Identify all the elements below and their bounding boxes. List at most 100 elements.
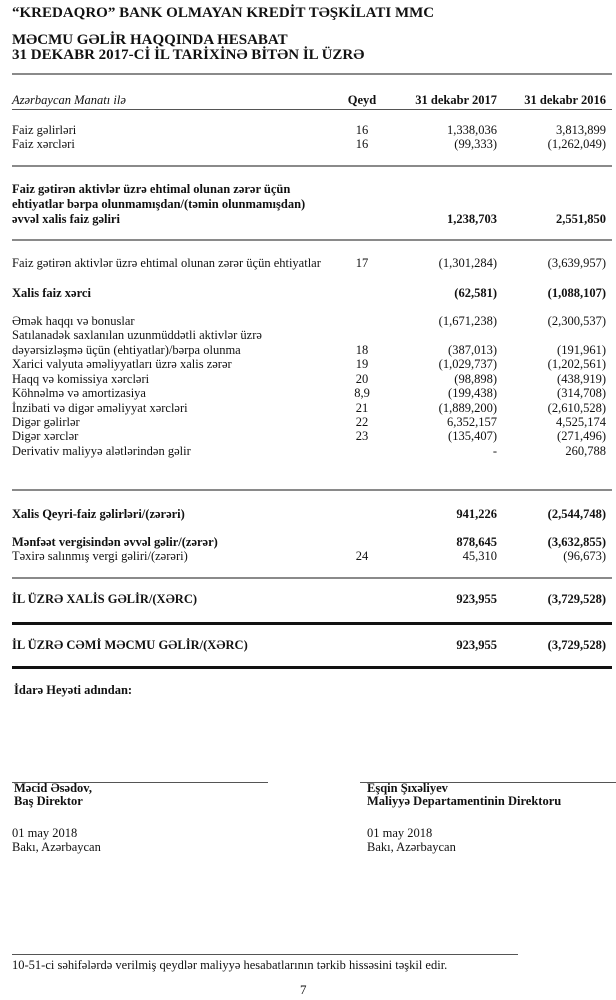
board-label: İdarə Heyəti adından: xyxy=(14,683,133,697)
row-label: Təxirə salınmış vergi gəliri/(zərəri) xyxy=(12,549,188,563)
value-2016: (3,639,957) xyxy=(547,256,606,270)
value-2016: (271,496) xyxy=(557,429,606,443)
value-2016: (438,919) xyxy=(557,372,606,386)
signatory-date: 01 may 2018 xyxy=(12,826,78,840)
signature-line xyxy=(12,782,268,783)
signatory-name: Məcid Əsədov, xyxy=(14,781,92,795)
row-label: ehtiyatlar bərpa olunmamışdan/(təmin olu… xyxy=(12,197,306,211)
value-2017: (1,889,200) xyxy=(438,401,497,415)
row-note: 8,9 xyxy=(354,386,370,400)
value-2017: (199,438) xyxy=(448,386,497,400)
row-note: 21 xyxy=(355,401,369,415)
col-2017-header: 31 dekabr 2017 xyxy=(415,93,497,107)
value-2016: (1,202,561) xyxy=(547,357,606,371)
signatory-title: Maliyyə Departamentinin Direktoru xyxy=(367,794,562,808)
value-2016: (2,300,537) xyxy=(547,314,606,328)
signatory-place: Bakı, Azərbaycan xyxy=(12,840,101,854)
footer-note: 10-51-ci səhifələrdə verilmiş qeydlər ma… xyxy=(12,958,448,972)
value-2017: 6,352,157 xyxy=(447,415,497,429)
signatory-title: Baş Direktor xyxy=(14,794,83,808)
value-2016: (314,708) xyxy=(557,386,606,400)
note-header: Qeyd xyxy=(347,93,377,107)
value-2017: (1,301,284) xyxy=(438,256,497,270)
value-2016: (191,961) xyxy=(557,343,606,357)
row-label: Faiz gəlirləri xyxy=(12,123,77,137)
currency-label: Azərbaycan Manatı ilə xyxy=(12,93,126,107)
divider xyxy=(12,165,612,167)
value-2016: 260,788 xyxy=(565,444,606,458)
value-2017: 45,310 xyxy=(462,549,497,563)
row-label: Haqq və komissiya xərcləri xyxy=(12,372,150,386)
value-2017: (1,671,238) xyxy=(438,314,497,328)
row-note: 23 xyxy=(355,429,369,443)
value-2016: (96,673) xyxy=(563,549,606,563)
divider xyxy=(12,666,612,669)
divider xyxy=(12,622,612,625)
row-label: Xalis Qeyri-faiz gəlirləri/(zərəri) xyxy=(12,507,185,521)
row-label: Satılanadək saxlanılan uzunmüddətli akti… xyxy=(12,328,262,342)
col-2016-header: 31 dekabr 2016 xyxy=(524,93,606,107)
report-title: MƏCMU GƏLİR HAQQINDA HESABAT xyxy=(12,32,288,48)
row-label: Faiz gətirən aktivlər üzrə ehtimal oluna… xyxy=(12,256,321,270)
signatory-date: 01 may 2018 xyxy=(367,826,433,840)
value-2017: (1,029,737) xyxy=(438,357,497,371)
row-note: 22 xyxy=(355,415,369,429)
row-label: Faiz xərcləri xyxy=(12,137,75,151)
row-note: 16 xyxy=(355,123,369,137)
row-label: əvvəl xalis faiz gəliri xyxy=(12,212,120,226)
value-2016: (3,632,855) xyxy=(547,535,606,549)
value-2016: 2,551,850 xyxy=(556,212,606,226)
row-label: İL ÜZRƏ XALİS GƏLİR/(XƏRC) xyxy=(12,592,198,606)
value-2017: (98,898) xyxy=(454,372,497,386)
company-name: “KREDAQRO” BANK OLMAYAN KREDİT TƏŞKİLATI… xyxy=(12,5,435,21)
page-number: 7 xyxy=(300,982,307,997)
row-label: Faiz gətirən aktivlər üzrə ehtimal oluna… xyxy=(12,182,291,196)
divider xyxy=(12,239,612,241)
row-note: 24 xyxy=(355,549,369,563)
report-subtitle: 31 DEKABR 2017-Cİ İL TARİXİNƏ BİTƏN İL Ü… xyxy=(12,47,365,63)
value-2017: (135,407) xyxy=(448,429,497,443)
divider xyxy=(12,73,612,75)
row-label: İnzibati və digər əməliyyat xərcləri xyxy=(12,401,188,415)
signatory-place: Bakı, Azərbaycan xyxy=(367,840,456,854)
row-label: Mənfəət vergisindən əvvəl gəlir/(zərər) xyxy=(12,535,218,549)
value-2017: 923,955 xyxy=(456,638,497,652)
value-2017: 941,226 xyxy=(456,507,497,521)
value-2017: 1,338,036 xyxy=(447,123,497,137)
value-2016: 4,525,174 xyxy=(556,415,606,429)
row-label: Xarici valyuta əməliyyatları üzrə xalis … xyxy=(12,357,232,371)
value-2017: - xyxy=(492,444,497,458)
signatory-name: Eşqin Şıxəliyev xyxy=(367,781,448,795)
divider xyxy=(12,489,612,491)
value-2017: (99,333) xyxy=(454,137,497,151)
value-2017: 923,955 xyxy=(456,592,497,606)
row-label: İL ÜZRƏ CƏMİ MƏCMU GƏLİR/(XƏRC) xyxy=(12,638,248,652)
divider xyxy=(12,577,612,579)
value-2016: (2,610,528) xyxy=(547,401,606,415)
value-2016: (3,729,528) xyxy=(547,638,606,652)
row-note: 19 xyxy=(355,357,369,371)
value-2016: (3,729,528) xyxy=(547,592,606,606)
value-2016: (1,262,049) xyxy=(547,137,606,151)
row-label: Köhnəlmə və amortizasiya xyxy=(12,386,146,400)
row-note: 16 xyxy=(355,137,369,151)
row-label: Xalis faiz xərci xyxy=(12,286,91,300)
row-note: 20 xyxy=(355,372,369,386)
value-2016: 3,813,899 xyxy=(556,123,606,137)
row-label: Derivativ maliyyə alətlərindən gəlir xyxy=(12,444,191,458)
row-label: Digər gəlirlər xyxy=(12,415,80,429)
row-note: 18 xyxy=(355,343,369,357)
row-label: Digər xərclər xyxy=(12,429,79,443)
value-2016: (2,544,748) xyxy=(547,507,606,521)
row-note: 17 xyxy=(355,256,369,270)
value-2016: (1,088,107) xyxy=(547,286,606,300)
signature-line xyxy=(360,782,616,783)
header-underline xyxy=(12,109,612,110)
value-2017: 878,645 xyxy=(456,535,497,549)
value-2017: (62,581) xyxy=(454,286,497,300)
footer-divider xyxy=(12,954,518,955)
value-2017: (387,013) xyxy=(448,343,497,357)
value-2017: 1,238,703 xyxy=(447,212,497,226)
row-label: dəyərsizləşmə üçün (ehtiyatlar)/bərpa ol… xyxy=(12,343,241,357)
row-label: Əmək haqqı və bonuslar xyxy=(12,314,135,328)
